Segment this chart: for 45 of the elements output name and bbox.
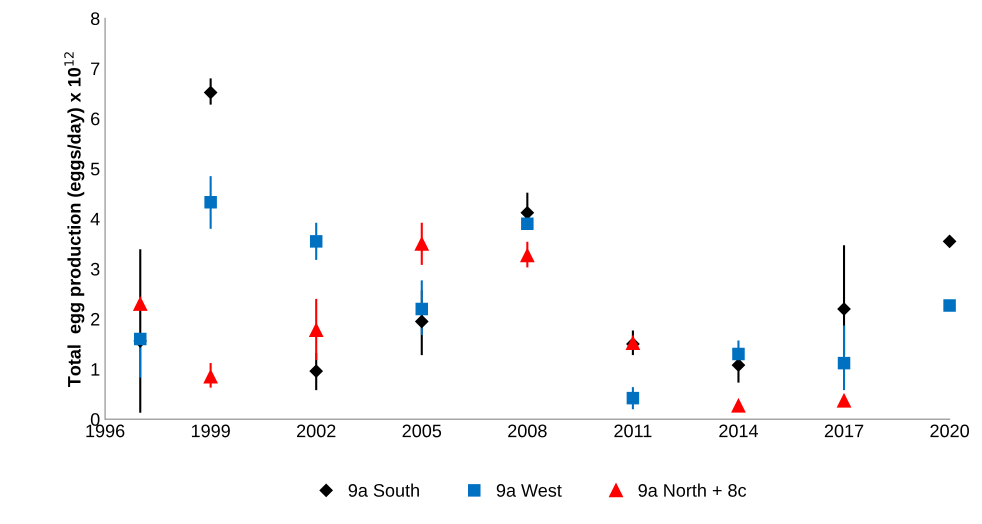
y-tick-label: 0 xyxy=(90,413,100,426)
y-tick-label: 6 xyxy=(91,112,100,126)
point xyxy=(520,248,534,262)
x-tick-label: 1996 xyxy=(86,424,124,438)
point xyxy=(310,364,323,378)
point xyxy=(732,398,746,413)
y-tick-label: 4 xyxy=(90,212,100,226)
x-tick-label: 2008 xyxy=(508,424,547,438)
point xyxy=(521,218,534,230)
point xyxy=(134,332,147,346)
x-tick-label: 2005 xyxy=(402,424,442,438)
y-tick-label: 5 xyxy=(90,162,100,176)
point xyxy=(416,302,428,316)
x-tick-label: 1999 xyxy=(192,424,230,438)
legend-label: 9a West xyxy=(496,484,562,497)
point xyxy=(626,392,640,404)
y-tick-label: 7 xyxy=(91,62,100,75)
point xyxy=(943,299,956,312)
y-tick-label: 8 xyxy=(90,12,100,26)
x-tick-label: 2020 xyxy=(930,424,969,438)
point xyxy=(415,314,428,328)
point xyxy=(204,370,218,384)
point xyxy=(520,206,534,220)
point xyxy=(204,86,218,100)
x-tick-label: 2002 xyxy=(297,424,336,438)
x-tick-label: 2017 xyxy=(824,424,864,438)
x-tick-label: 2014 xyxy=(719,424,758,438)
point xyxy=(837,394,851,408)
x-tick-label: 2011 xyxy=(614,424,652,438)
y-tick-label: 2 xyxy=(91,312,100,326)
point xyxy=(838,356,850,370)
legend-label: 9a North + 8c xyxy=(638,484,746,497)
point xyxy=(310,235,322,248)
point xyxy=(133,297,148,311)
point xyxy=(204,196,217,208)
y-tick-label: 3 xyxy=(90,262,100,276)
legend-label: 9a South xyxy=(348,484,419,497)
point xyxy=(732,348,745,360)
point xyxy=(943,234,956,248)
point xyxy=(309,323,324,337)
point xyxy=(732,358,746,372)
point xyxy=(837,302,851,316)
y-tick-label: 1 xyxy=(92,363,100,376)
y-axis-title: Total egg production (eggs/day) x 10$^{12}$ xyxy=(64,52,84,388)
point xyxy=(414,236,429,251)
